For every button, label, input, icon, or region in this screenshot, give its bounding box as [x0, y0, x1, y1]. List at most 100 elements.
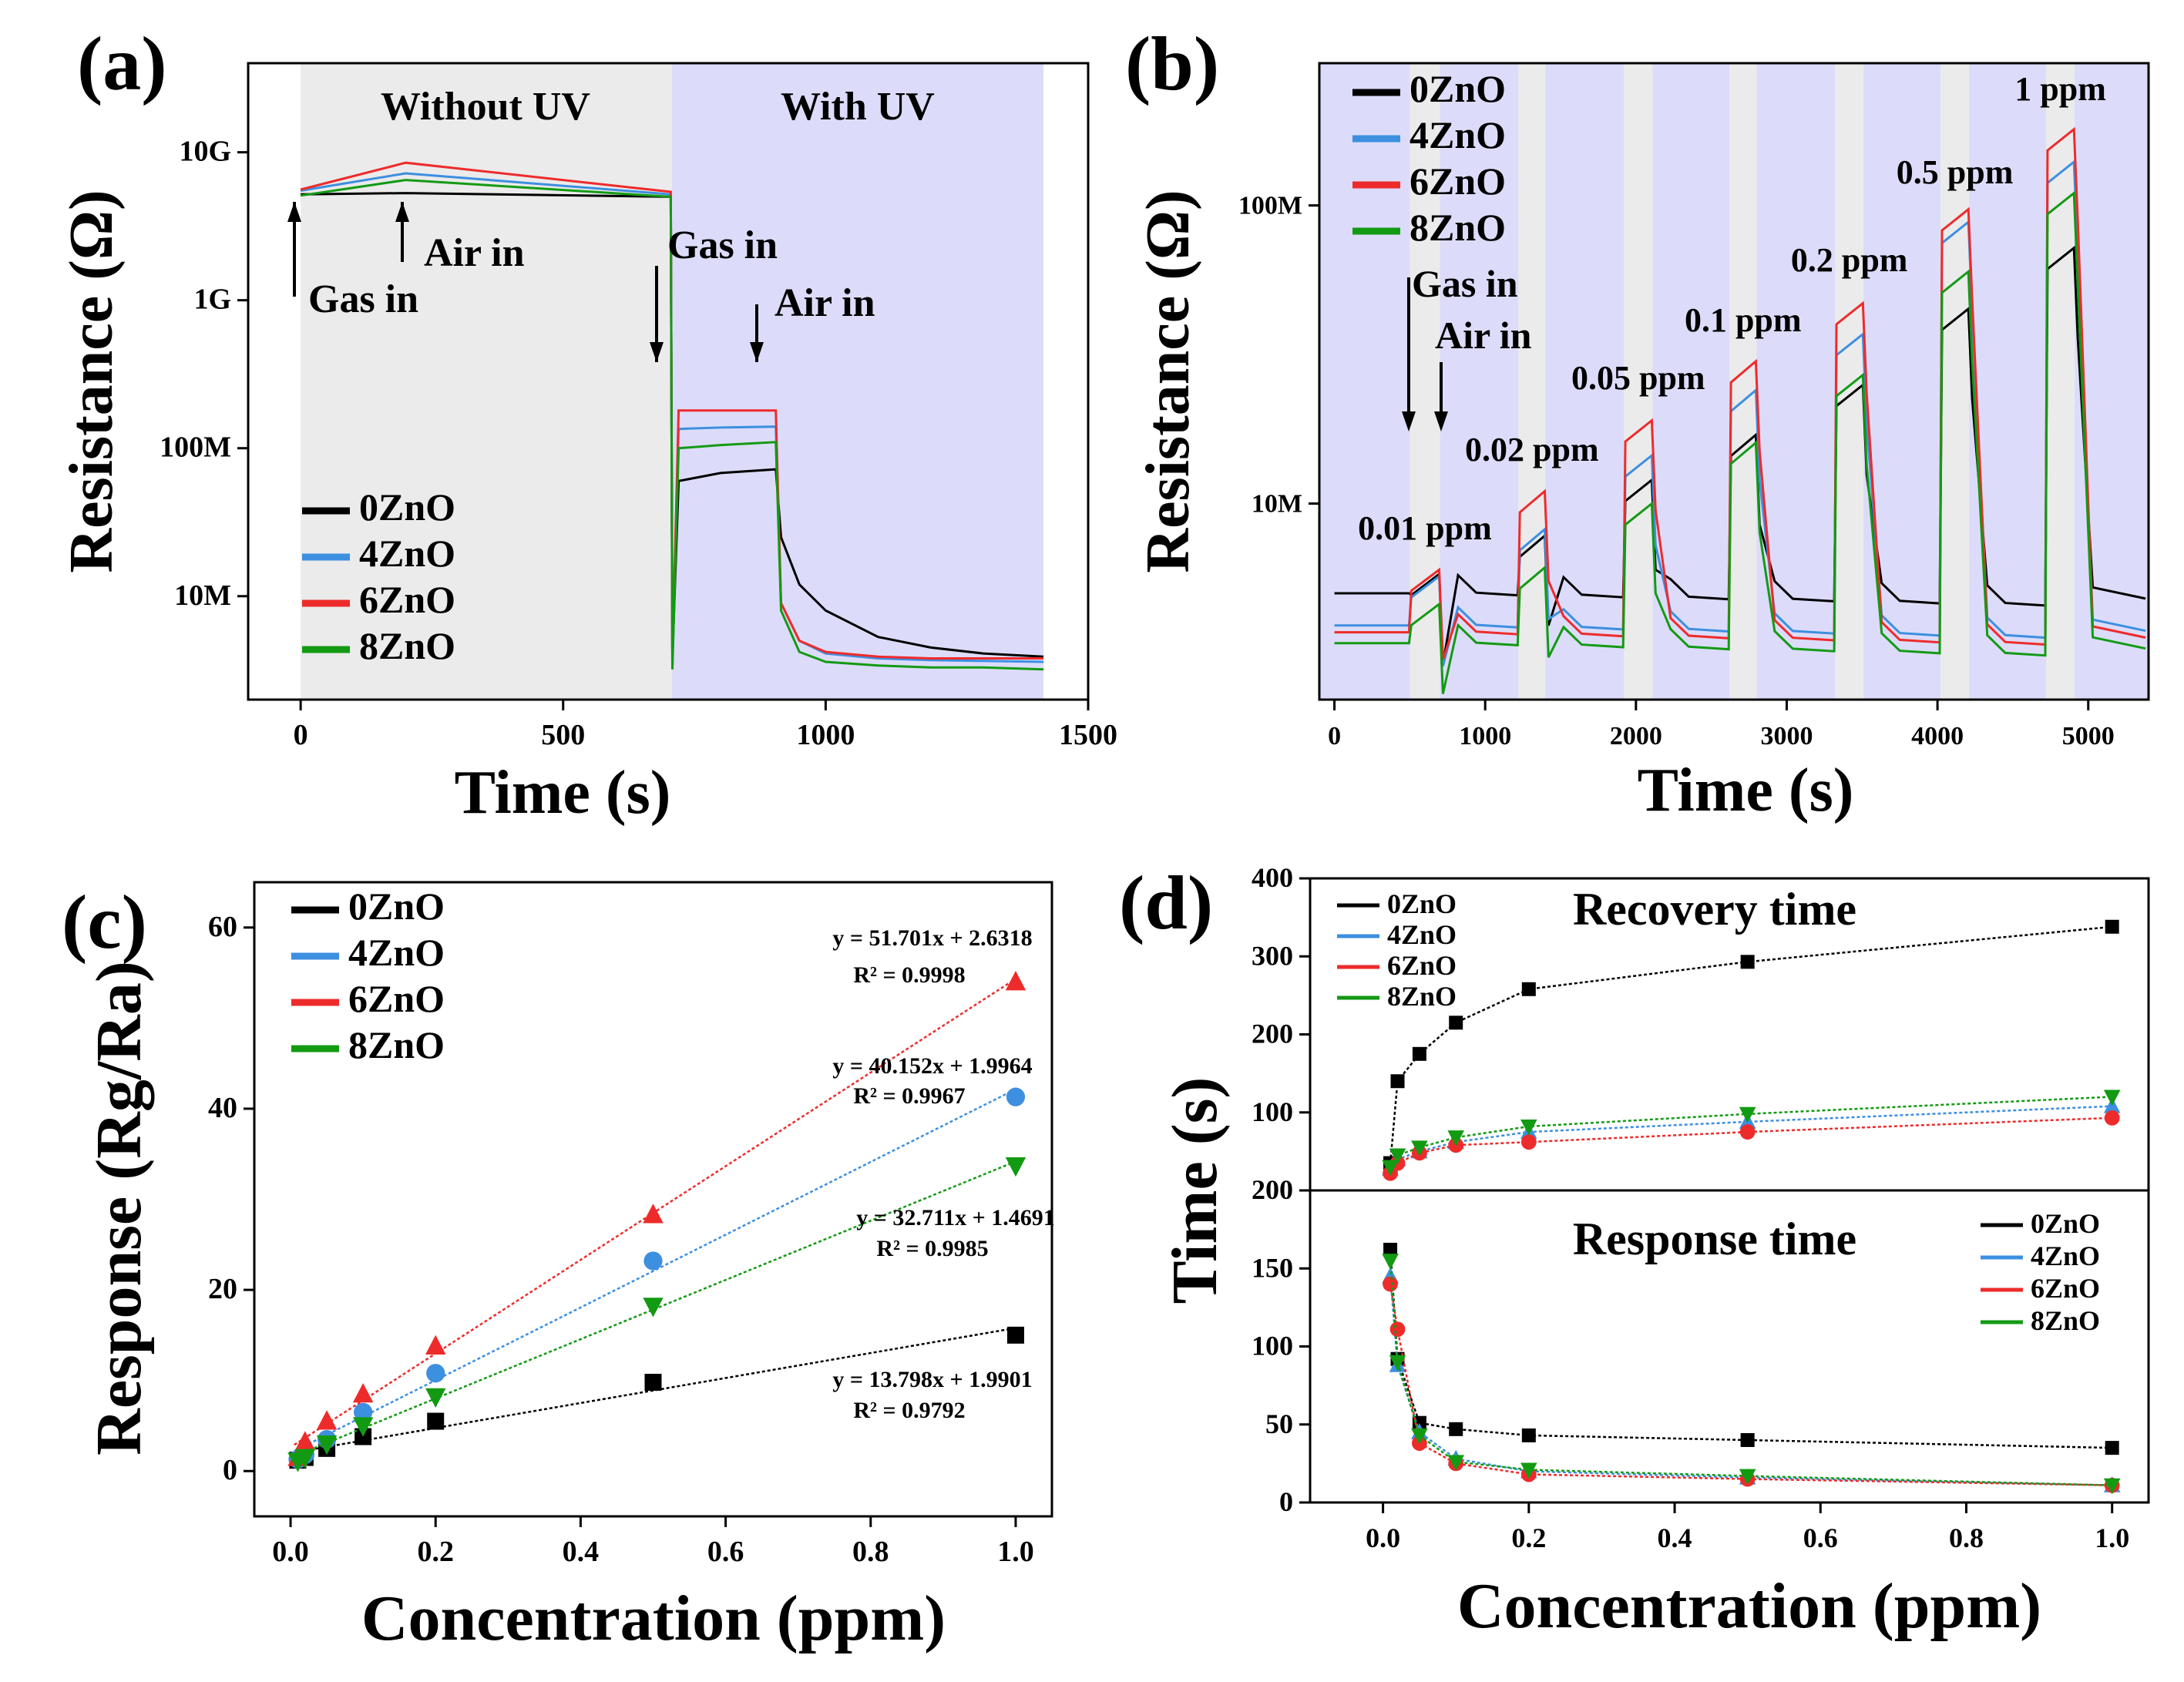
fit-line-0ZnO — [294, 1327, 1016, 1454]
concentration-label: 0.02 ppm — [1465, 431, 1599, 468]
panel-a-frame — [247, 62, 1090, 701]
legend-d-bottom-label: 6ZnO — [2031, 1273, 2100, 1304]
concentration-label: 0.05 ppm — [1571, 359, 1705, 397]
panel-c-x-tick-label: 0.8 — [852, 1536, 889, 1568]
gas-in-arrow-b-head — [1402, 411, 1416, 431]
gas-pulse-band — [2045, 63, 2075, 700]
panel-c-y-tick-label: 20 — [208, 1273, 237, 1305]
data-point-6ZnO — [1520, 1134, 1537, 1150]
legend-a-label: 6ZnO — [359, 578, 455, 621]
data-point-0ZnO — [1740, 1433, 1755, 1447]
panel-label-c: (c) — [62, 879, 147, 965]
y-axis-title-c: Response (Rg/Ra) — [83, 961, 155, 1455]
data-point-4ZnO — [643, 1251, 663, 1271]
gas-pulse-band — [1729, 63, 1757, 700]
data-point-6ZnO — [294, 1431, 316, 1451]
data-point-8ZnO — [1389, 1148, 1406, 1165]
panel-c-x-tick-label: 0.0 — [272, 1536, 309, 1568]
panel-d-bottom-y-tick-label: 0 — [1279, 1486, 1293, 1517]
air-in-arrow-a2-head — [750, 342, 764, 362]
data-point-4ZnO — [354, 1402, 373, 1422]
panel-a-y-tick-label: 10G — [179, 136, 231, 168]
annotation-label: Air in — [774, 281, 875, 325]
legend-c-label: 0ZnO — [348, 885, 445, 928]
panel-d-x-tick-label: 0.4 — [1658, 1523, 1692, 1553]
panel-b-y-tick-label: 100M — [1238, 192, 1302, 220]
data-point-0ZnO — [427, 1412, 445, 1430]
panel-d-top-y-tick-label: 300 — [1252, 940, 1293, 971]
panel-c-y-tick-label: 0 — [223, 1454, 237, 1486]
data-point-8ZnO — [2103, 1089, 2121, 1106]
gas-in-arrow-a2-head — [650, 342, 664, 362]
annotation-label: Gas in — [667, 223, 778, 267]
data-point-6ZnO — [643, 1204, 664, 1224]
data-point-6ZnO — [2104, 1110, 2120, 1126]
data-point-8ZnO — [1411, 1428, 1428, 1445]
legend-d-bottom-label: 4ZnO — [2031, 1241, 2100, 1271]
data-point-6ZnO — [425, 1335, 446, 1355]
annotation-label: Air in — [424, 231, 525, 275]
air-in-arrow-a1-head — [395, 202, 409, 222]
data-point-0ZnO — [1383, 1242, 1398, 1257]
gas-pulse-band — [1518, 63, 1546, 700]
fit-equation-4ZnO: y = 40.152x + 1.9964 — [832, 1053, 1032, 1079]
air-in-arrow-b-head — [1434, 411, 1448, 431]
data-point-8ZnO — [1520, 1462, 1537, 1479]
data-point-8ZnO — [316, 1435, 338, 1455]
data-point-8ZnO — [1382, 1254, 1399, 1270]
legend-b-label: 8ZnO — [1410, 206, 1506, 249]
panel-a-y-tick-label: 10M — [174, 579, 231, 612]
data-point-8ZnO — [1447, 1455, 1465, 1472]
x-axis-title-b: Time (s) — [1638, 757, 1854, 824]
data-point-8ZnO — [352, 1417, 374, 1437]
data-point-6ZnO — [1739, 1124, 1756, 1140]
series-line-8ZnO — [1389, 1261, 2112, 1486]
panel-b-x-tick-label: 5000 — [2062, 722, 2115, 750]
panel-d-x-tick-label: 1.0 — [2095, 1523, 2129, 1553]
panel-b-x-tick-label: 1000 — [1459, 722, 1511, 750]
subplot-title-response: Response time — [1573, 1214, 1856, 1264]
panel-a-x-tick-label: 1500 — [1059, 719, 1117, 751]
series-line-8ZnO — [1334, 190, 2146, 694]
legend-b-label: 0ZnO — [1410, 67, 1506, 110]
region-without-uv — [301, 63, 672, 700]
concentration-label: 1 ppm — [2014, 70, 2106, 108]
data-point-4ZnO — [1006, 1087, 1026, 1106]
panel-d-x-tick-label: 0.6 — [1803, 1523, 1838, 1553]
legend-d-bottom-label: 0ZnO — [2031, 1208, 2100, 1239]
data-point-8ZnO — [1382, 1160, 1399, 1177]
x-axis-title-c: Concentration (ppm) — [361, 1583, 946, 1654]
concentration-label: 0.1 ppm — [1685, 301, 1802, 339]
panel-d-x-tick-label: 0.0 — [1366, 1523, 1400, 1553]
panel-d-x-tick-label: 0.2 — [1511, 1523, 1546, 1553]
data-point-8ZnO — [294, 1449, 316, 1469]
legend-c-label: 8ZnO — [348, 1023, 445, 1066]
series-line-8ZnO — [300, 179, 1044, 671]
data-point-8ZnO — [1739, 1469, 1756, 1486]
data-point-8ZnO — [425, 1388, 446, 1408]
legend-c-label: 6ZnO — [348, 977, 445, 1020]
concentration-label: 0.01 ppm — [1358, 509, 1492, 547]
subplot-title-recovery: Recovery time — [1573, 884, 1856, 935]
panel-d-top-y-tick-label: 200 — [1252, 1174, 1293, 1205]
legend-b-label: 6ZnO — [1410, 159, 1506, 203]
data-point-8ZnO — [1411, 1140, 1428, 1157]
legend-a-label: 8ZnO — [359, 624, 455, 667]
panel-b-x-tick-label: 4000 — [1911, 722, 1964, 750]
fit-equation-6ZnO: y = 51.701x + 2.6318 — [832, 925, 1032, 951]
data-point-0ZnO — [1412, 1046, 1426, 1061]
data-point-8ZnO — [1005, 1157, 1026, 1177]
series-line-4ZnO — [1389, 1276, 2112, 1486]
panel-label-a: (a) — [77, 21, 167, 106]
data-point-0ZnO — [2105, 1441, 2119, 1455]
annotation-label: Gas in — [308, 277, 418, 321]
panel-d-top-y-tick-label: 400 — [1252, 862, 1293, 893]
panel-label-d: (d) — [1119, 860, 1213, 945]
panel-b-x-tick-label: 2000 — [1610, 722, 1662, 750]
panel-a-x-tick-label: 0 — [294, 719, 308, 751]
panel-c-x-tick-label: 0.2 — [417, 1536, 454, 1568]
y-axis-title-b: Resistance (Ω) — [1134, 190, 1202, 572]
data-point-6ZnO — [1389, 1321, 1406, 1338]
data-point-0ZnO — [1390, 1074, 1405, 1089]
